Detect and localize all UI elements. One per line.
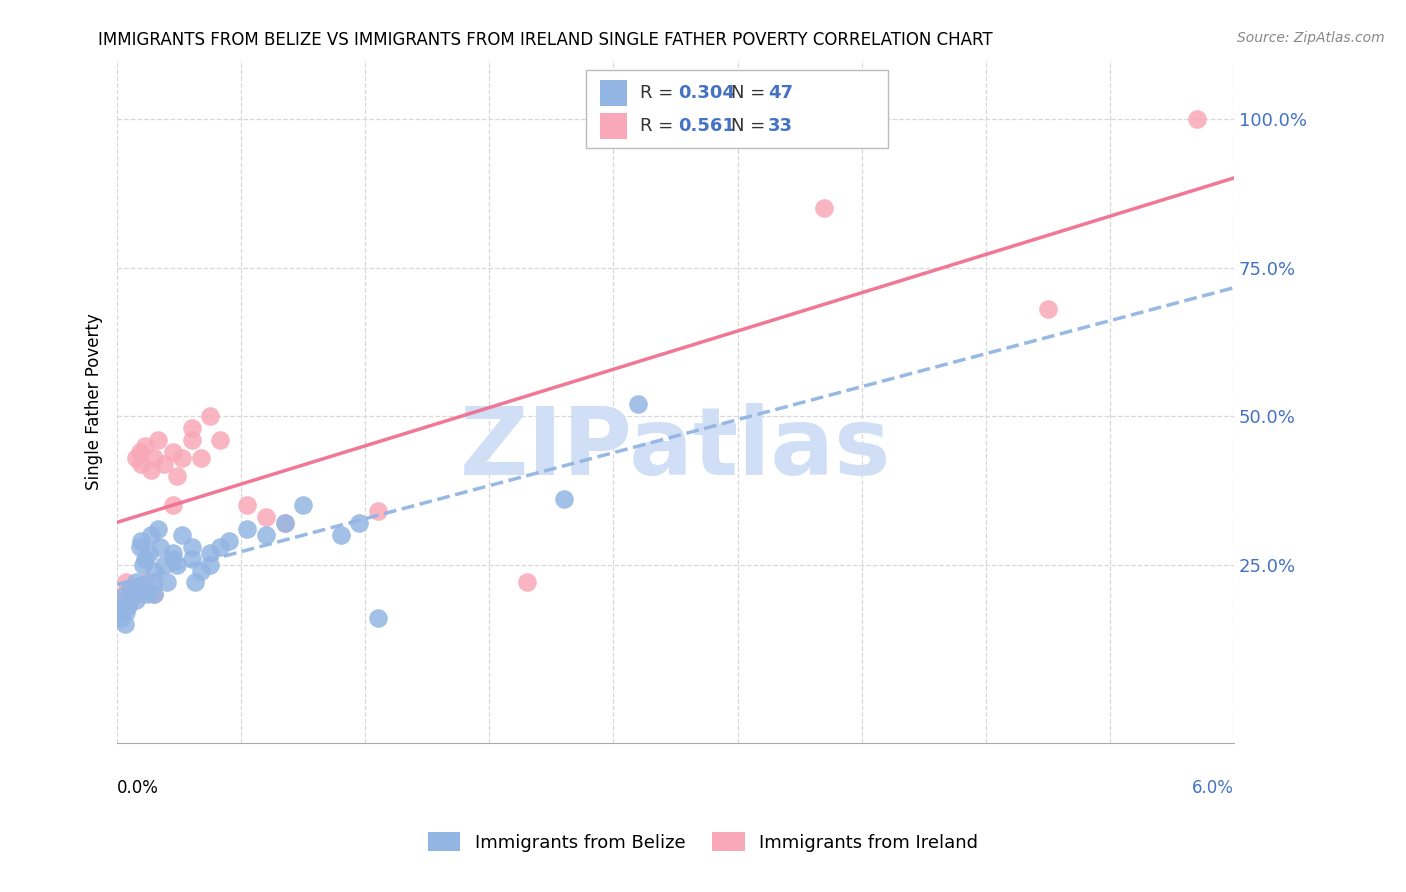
Point: [143, 450, 166, 465]
Text: IMMIGRANTS FROM BELIZE VS IMMIGRANTS FROM IRELAND SINGLE FATHER POVERTY CORRELAT: IMMIGRANTS FROM BELIZE VS IMMIGRANTS FRO…: [98, 31, 993, 49]
Point: [125, 575, 148, 590]
Point: [136, 575, 159, 590]
Point: [254, 528, 277, 542]
Point: [200, 409, 222, 423]
Point: [143, 575, 166, 590]
Point: [347, 516, 370, 530]
Point: [146, 522, 169, 536]
Point: [254, 510, 277, 524]
Point: [110, 591, 132, 605]
Point: [162, 551, 184, 566]
Point: [139, 528, 162, 542]
Text: R =: R =: [640, 118, 685, 136]
Point: [110, 591, 132, 605]
Point: [125, 587, 148, 601]
Point: [180, 540, 202, 554]
Point: [329, 528, 352, 542]
Point: [218, 533, 240, 548]
Point: [516, 575, 538, 590]
Point: [1036, 302, 1059, 317]
Point: [143, 587, 166, 601]
Point: [166, 558, 188, 572]
Point: [121, 582, 143, 596]
Text: 0.561: 0.561: [678, 118, 734, 136]
Point: [131, 533, 153, 548]
Point: [162, 498, 184, 512]
Point: [627, 397, 650, 411]
Text: 0.0%: 0.0%: [117, 779, 159, 797]
Point: [236, 498, 259, 512]
Point: [125, 593, 148, 607]
Text: R =: R =: [640, 85, 679, 103]
Text: ZIPatlas: ZIPatlas: [460, 403, 891, 495]
Point: [125, 450, 148, 465]
Point: [152, 457, 174, 471]
Point: [180, 551, 202, 566]
Point: [180, 433, 202, 447]
Point: [114, 617, 136, 632]
Text: N =: N =: [731, 85, 772, 103]
Text: 47: 47: [768, 85, 793, 103]
Point: [139, 462, 162, 476]
Point: [108, 605, 131, 619]
Point: [172, 450, 194, 465]
Point: [184, 575, 207, 590]
FancyBboxPatch shape: [599, 113, 627, 139]
Point: [117, 599, 139, 614]
Point: [208, 433, 231, 447]
Point: [143, 564, 166, 578]
Point: [813, 201, 835, 215]
Point: [166, 468, 188, 483]
Point: [367, 611, 389, 625]
Point: [1185, 112, 1208, 126]
Point: [292, 498, 315, 512]
Point: [190, 450, 212, 465]
Point: [115, 605, 138, 619]
Point: [110, 611, 132, 625]
FancyBboxPatch shape: [599, 80, 627, 106]
Point: [172, 528, 194, 542]
Point: [121, 587, 143, 601]
Text: 6.0%: 6.0%: [1192, 779, 1234, 797]
Legend: Immigrants from Belize, Immigrants from Ireland: Immigrants from Belize, Immigrants from …: [419, 822, 987, 861]
Point: [134, 439, 156, 453]
Y-axis label: Single Father Poverty: Single Father Poverty: [86, 313, 103, 490]
Point: [136, 587, 159, 601]
Text: Source: ZipAtlas.com: Source: ZipAtlas.com: [1237, 31, 1385, 45]
Point: [132, 558, 155, 572]
Point: [128, 540, 150, 554]
Text: 33: 33: [768, 118, 793, 136]
Point: [138, 546, 160, 560]
FancyBboxPatch shape: [586, 70, 887, 148]
Point: [146, 433, 169, 447]
Point: [120, 593, 142, 607]
Point: [367, 504, 389, 518]
Point: [128, 444, 150, 458]
Text: N =: N =: [731, 118, 772, 136]
Point: [134, 551, 156, 566]
Point: [152, 558, 174, 572]
Point: [180, 421, 202, 435]
Point: [200, 558, 222, 572]
Point: [208, 540, 231, 554]
Point: [273, 516, 295, 530]
Point: [200, 546, 222, 560]
Point: [553, 492, 575, 507]
Point: [143, 587, 166, 601]
Point: [162, 546, 184, 560]
Point: [273, 516, 295, 530]
Point: [115, 575, 138, 590]
Point: [131, 457, 153, 471]
Point: [134, 582, 156, 596]
Point: [120, 582, 142, 596]
Point: [111, 599, 134, 614]
Point: [149, 540, 172, 554]
Point: [190, 564, 212, 578]
Point: [156, 575, 179, 590]
Point: [114, 587, 136, 601]
Text: 0.304: 0.304: [678, 85, 734, 103]
Point: [162, 444, 184, 458]
Point: [236, 522, 259, 536]
